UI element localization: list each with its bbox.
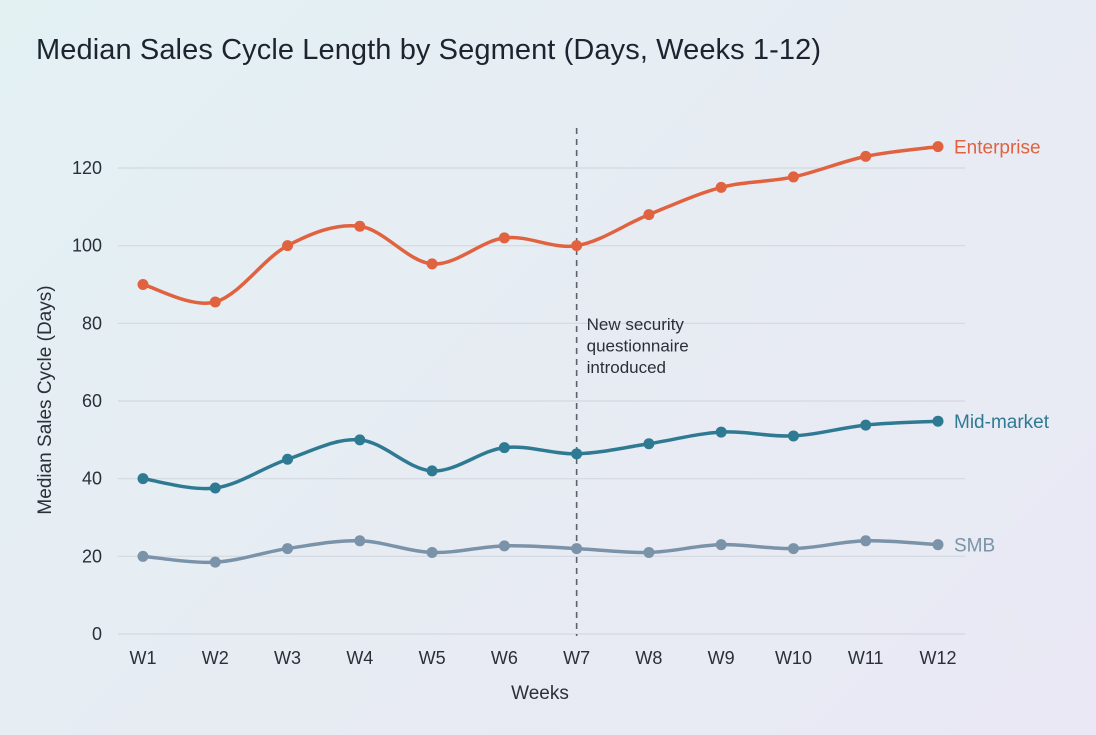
data-point xyxy=(209,556,221,568)
data-point xyxy=(571,448,583,460)
data-point xyxy=(860,419,872,431)
data-point xyxy=(643,438,655,450)
annotation-text: New security xyxy=(587,315,685,334)
data-point xyxy=(426,258,438,270)
data-point xyxy=(715,539,727,551)
data-point xyxy=(571,543,583,555)
series-label: SMB xyxy=(954,536,995,557)
data-point xyxy=(354,434,366,446)
x-tick-label: W12 xyxy=(919,648,956,668)
x-tick-label: W8 xyxy=(635,648,662,668)
x-tick-label: W9 xyxy=(708,648,735,668)
data-point xyxy=(932,141,944,153)
x-tick-label: W4 xyxy=(346,648,373,668)
data-point xyxy=(282,453,294,465)
y-axis-label: Median Sales Cycle (Days) xyxy=(35,285,56,514)
data-point xyxy=(860,150,872,162)
data-point xyxy=(715,181,727,193)
data-point xyxy=(498,540,510,552)
x-tick-label: W2 xyxy=(202,648,229,668)
data-point xyxy=(354,220,366,232)
y-tick-label: 0 xyxy=(92,624,102,644)
data-point xyxy=(282,543,294,555)
y-tick-label: 60 xyxy=(82,391,102,411)
data-point xyxy=(571,240,583,252)
data-point xyxy=(498,232,510,244)
x-tick-label: W11 xyxy=(848,648,884,668)
data-point xyxy=(787,430,799,442)
data-point xyxy=(209,296,221,308)
data-point xyxy=(137,473,149,485)
data-point xyxy=(860,535,872,547)
x-tick-label: W3 xyxy=(274,648,301,668)
data-point xyxy=(426,546,438,558)
data-point xyxy=(932,415,944,427)
data-point xyxy=(137,550,149,562)
y-tick-label: 120 xyxy=(72,158,102,178)
data-point xyxy=(498,442,510,454)
x-axis-label: Weeks xyxy=(511,683,569,704)
x-tick-label: W7 xyxy=(563,648,590,668)
x-tick-label: W5 xyxy=(419,648,446,668)
data-point xyxy=(137,279,149,290)
data-point xyxy=(426,465,438,477)
data-point xyxy=(282,240,294,252)
data-point xyxy=(787,171,799,183)
data-point xyxy=(209,482,221,494)
annotation-text: introduced xyxy=(587,358,666,377)
x-tick-label: W1 xyxy=(130,648,157,668)
series-label: Mid-market xyxy=(954,412,1050,433)
data-point xyxy=(643,209,655,221)
y-tick-label: 80 xyxy=(82,313,102,333)
series-line-smb xyxy=(141,538,940,565)
data-point xyxy=(715,426,727,438)
y-tick-label: 20 xyxy=(82,546,102,566)
x-tick-label: W6 xyxy=(491,648,518,668)
y-tick-label: 100 xyxy=(72,236,102,256)
data-point xyxy=(787,543,799,555)
chart-title: Median Sales Cycle Length by Segment (Da… xyxy=(36,34,822,66)
annotation-text: questionnaire xyxy=(587,337,689,356)
data-point xyxy=(354,535,366,547)
y-tick-label: 40 xyxy=(82,469,102,489)
series-line-enterprise xyxy=(141,144,940,305)
data-point xyxy=(643,546,655,558)
data-point xyxy=(932,539,944,551)
x-tick-label: W10 xyxy=(775,648,812,668)
series-label: Enterprise xyxy=(954,138,1041,159)
